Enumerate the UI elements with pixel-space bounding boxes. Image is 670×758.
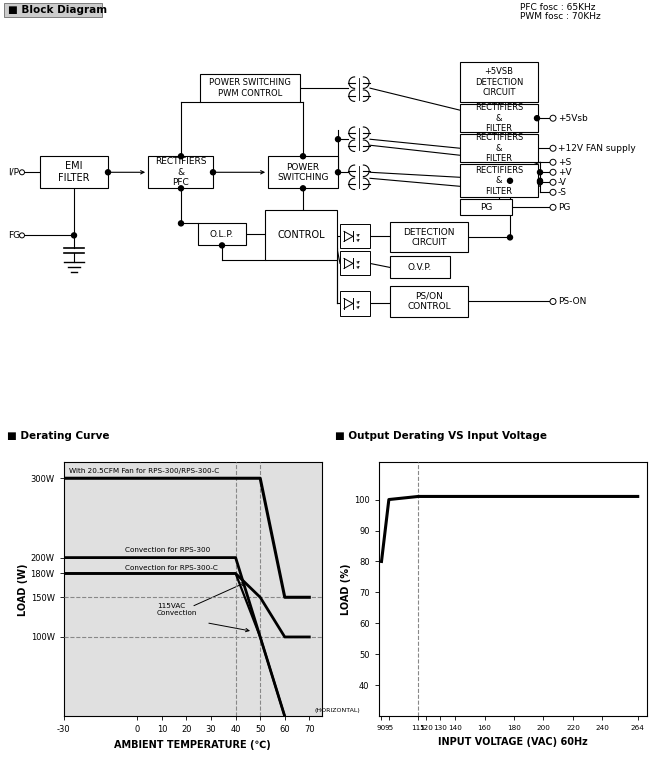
Bar xyxy=(460,104,538,132)
Text: POWER SWITCHING
PWM CONTROL: POWER SWITCHING PWM CONTROL xyxy=(209,78,291,98)
Bar xyxy=(40,156,108,188)
Circle shape xyxy=(19,170,25,175)
Bar xyxy=(198,224,246,246)
Text: PS/ON
CONTROL: PS/ON CONTROL xyxy=(407,292,451,312)
Circle shape xyxy=(550,115,556,121)
Circle shape xyxy=(178,221,184,226)
Circle shape xyxy=(178,154,184,158)
Text: PWM fosc : 70KHz: PWM fosc : 70KHz xyxy=(520,11,601,20)
Text: 115VAC
Convection: 115VAC Convection xyxy=(157,603,198,615)
Circle shape xyxy=(550,190,556,196)
Circle shape xyxy=(550,159,556,165)
X-axis label: INPUT VOLTAGE (VAC) 60Hz: INPUT VOLTAGE (VAC) 60Hz xyxy=(438,737,588,747)
Text: RECTIFIERS
&
FILTER: RECTIFIERS & FILTER xyxy=(475,133,523,163)
Bar xyxy=(4,3,102,17)
Bar xyxy=(460,134,538,162)
Text: O.L.P.: O.L.P. xyxy=(210,230,234,239)
Text: RECTIFIERS
&
PFC: RECTIFIERS & PFC xyxy=(155,158,206,187)
Bar xyxy=(340,292,370,315)
Bar xyxy=(340,224,370,249)
Circle shape xyxy=(550,205,556,210)
Text: Convection for RPS-300: Convection for RPS-300 xyxy=(125,547,210,553)
Circle shape xyxy=(537,178,543,183)
Circle shape xyxy=(537,170,543,175)
Text: -S: -S xyxy=(558,188,567,197)
Y-axis label: LOAD (W): LOAD (W) xyxy=(17,563,27,615)
Text: PS-ON: PS-ON xyxy=(558,297,586,306)
Circle shape xyxy=(105,170,111,175)
Y-axis label: LOAD (%): LOAD (%) xyxy=(341,564,351,615)
Circle shape xyxy=(178,186,184,191)
Text: PG: PG xyxy=(480,203,492,211)
Text: CONTROL: CONTROL xyxy=(277,230,325,240)
Circle shape xyxy=(301,154,306,158)
Circle shape xyxy=(507,178,513,183)
Text: ■ Block Diagram: ■ Block Diagram xyxy=(8,5,107,15)
Circle shape xyxy=(537,180,543,185)
Circle shape xyxy=(507,235,513,240)
Circle shape xyxy=(550,299,556,305)
Circle shape xyxy=(210,170,216,175)
Text: With 20.5CFM Fan for RPS-300/RPS-300-C: With 20.5CFM Fan for RPS-300/RPS-300-C xyxy=(68,468,219,474)
Bar xyxy=(265,210,337,261)
Text: POWER
SWITCHING: POWER SWITCHING xyxy=(277,162,329,182)
Circle shape xyxy=(550,169,556,175)
Bar xyxy=(460,199,512,215)
Circle shape xyxy=(336,170,340,175)
Circle shape xyxy=(550,180,556,185)
Bar xyxy=(390,287,468,317)
Text: O.V.P.: O.V.P. xyxy=(408,263,432,272)
Bar xyxy=(390,222,468,252)
Circle shape xyxy=(336,136,340,142)
Text: PFC fosc : 65KHz: PFC fosc : 65KHz xyxy=(520,2,596,11)
Text: +5VSB
DETECTION
CIRCUIT: +5VSB DETECTION CIRCUIT xyxy=(475,67,523,97)
Bar xyxy=(460,164,538,197)
Text: +12V FAN supply: +12V FAN supply xyxy=(558,144,636,153)
Text: ■ Derating Curve: ■ Derating Curve xyxy=(7,431,109,441)
Circle shape xyxy=(19,233,25,238)
Text: FG: FG xyxy=(8,231,20,240)
Text: DETECTION
CIRCUIT: DETECTION CIRCUIT xyxy=(403,227,455,247)
Text: EMI
FILTER: EMI FILTER xyxy=(58,161,90,183)
Text: PG: PG xyxy=(558,203,570,211)
Bar xyxy=(200,74,300,102)
Text: ■ Output Derating VS Input Voltage: ■ Output Derating VS Input Voltage xyxy=(335,431,547,441)
Text: +5Vsb: +5Vsb xyxy=(558,114,588,123)
Bar xyxy=(340,252,370,275)
Circle shape xyxy=(72,233,76,238)
Circle shape xyxy=(220,243,224,248)
Text: +S: +S xyxy=(558,158,572,167)
Bar xyxy=(390,256,450,278)
Circle shape xyxy=(301,186,306,191)
Circle shape xyxy=(550,146,556,152)
Text: RECTIFIERS
&
FILTER: RECTIFIERS & FILTER xyxy=(475,103,523,133)
Text: Convection for RPS-300-C: Convection for RPS-300-C xyxy=(125,565,218,572)
Bar xyxy=(268,156,338,188)
Bar xyxy=(460,62,538,102)
Text: I/P: I/P xyxy=(9,168,19,177)
Text: (HORIZONTAL): (HORIZONTAL) xyxy=(314,708,360,713)
Circle shape xyxy=(535,116,539,121)
Bar xyxy=(148,156,213,188)
Text: -V: -V xyxy=(558,178,567,186)
Text: RECTIFIERS
&
FILTER: RECTIFIERS & FILTER xyxy=(475,166,523,196)
X-axis label: AMBIENT TEMPERATURE (℃): AMBIENT TEMPERATURE (℃) xyxy=(115,740,271,750)
Text: +V: +V xyxy=(558,168,572,177)
